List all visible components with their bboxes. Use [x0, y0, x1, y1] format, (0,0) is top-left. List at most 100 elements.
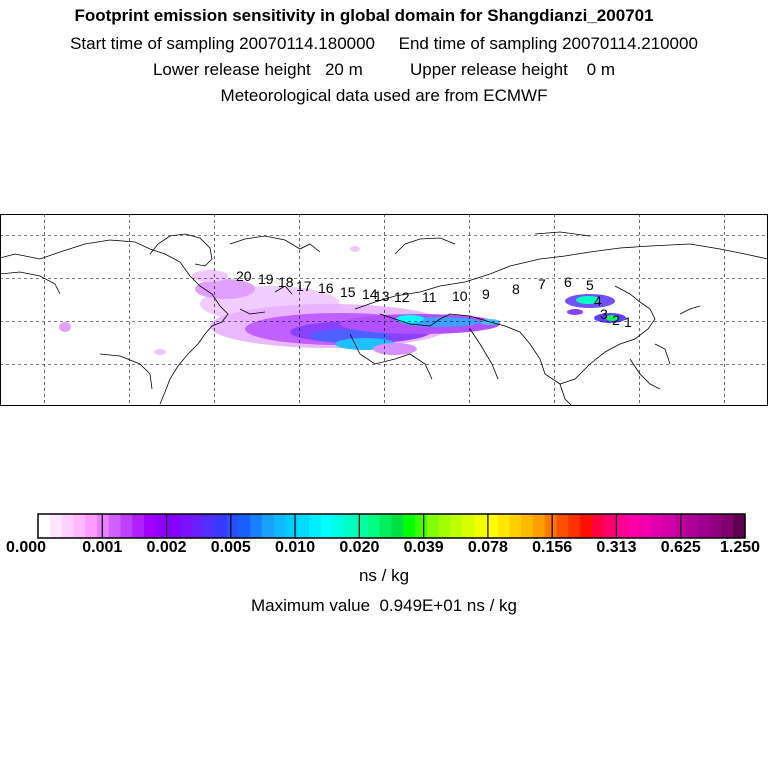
colorbar-cell [556, 514, 569, 538]
colorbar-cell [580, 514, 593, 538]
colorbar-tick-label: 0.010 [275, 539, 316, 556]
colorbar-tick-label: 0.020 [339, 539, 380, 556]
colorbar-unit: ns / kg [358, 566, 410, 585]
trajectory-label: 3 [600, 306, 608, 322]
colorbar-cell [120, 514, 133, 538]
colorbar-cell [509, 514, 522, 538]
trajectory-label: 9 [482, 286, 490, 302]
colorbar-tick-label: 0.078 [467, 539, 508, 556]
plot-title: Footprint emission sensitivity in global… [74, 6, 654, 25]
emission-plume [59, 246, 626, 355]
maximum-value-text: Maximum value 0.949E+01 ns / kg [251, 596, 517, 615]
colorbar-cell [415, 514, 428, 538]
trajectory-label: 1 [624, 314, 632, 330]
colorbar-cell [155, 514, 169, 538]
colorbar-tick-label: 1.250 [719, 539, 761, 556]
sampling-time-line: Start time of sampling 20070114.180000 E… [70, 34, 698, 53]
trajectory-label: 10 [452, 288, 468, 304]
meteorological-data-line: Meteorological data used are from ECMWF [220, 86, 548, 105]
colorbar-cell [721, 514, 734, 538]
colorbar-cell [108, 514, 122, 538]
colorbar-tick-label: 0.000 [5, 539, 47, 556]
colorbar-cell [627, 514, 640, 538]
colorbar-cell [367, 514, 381, 538]
colorbar-tick-label: 0.002 [146, 539, 187, 556]
trajectory-label: 6 [564, 274, 572, 290]
colorbar-cell [356, 514, 369, 538]
colorbar-cell [532, 514, 546, 538]
trajectory-label: 19 [258, 271, 274, 287]
trajectory-label: 16 [318, 280, 334, 296]
colorbar-cell [191, 514, 204, 538]
trajectory-label: 8 [512, 281, 520, 297]
colorbar-cell [391, 514, 404, 538]
colorbar-cell [214, 514, 228, 538]
colorbar-cell [250, 514, 263, 538]
colorbar-cell [521, 514, 534, 538]
colorbar-cell [297, 514, 310, 538]
colorbar-cell [450, 514, 463, 538]
trajectory-label: 7 [538, 276, 546, 292]
colorbar-cell [591, 514, 605, 538]
colorbar-cell [132, 514, 145, 538]
trajectory-label: 13 [374, 288, 390, 304]
colorbar-cell [697, 514, 711, 538]
colorbar-cell [202, 514, 216, 538]
colorbar-cell [462, 514, 475, 538]
colorbar-tick-label: 0.005 [210, 539, 251, 556]
colorbar-tick-label: 0.313 [596, 539, 637, 556]
trajectory-label: 18 [278, 274, 294, 290]
trajectory-label: 5 [586, 277, 594, 293]
colorbar-cell [615, 514, 628, 538]
colorbar-cell [709, 514, 723, 538]
colorbar-cell [285, 514, 298, 538]
colorbar-cell [662, 514, 675, 538]
colorbar-cell [273, 514, 287, 538]
coastlines [0, 231, 768, 406]
trajectory-label: 2 [612, 312, 620, 328]
colorbar-cell [238, 514, 251, 538]
colorbar-cell [485, 514, 499, 538]
colorbar-cell [426, 514, 440, 538]
colorbar-cell [686, 514, 699, 538]
colorbar-cell [144, 514, 157, 538]
colorbar-cell [332, 514, 345, 538]
lat-lon-grid [0, 214, 768, 406]
colorbar-cell [38, 514, 51, 538]
colorbar-cell [179, 514, 192, 538]
trajectory-label: 4 [594, 293, 602, 309]
colorbar-cell [73, 514, 86, 538]
colorbar-cell [403, 514, 416, 538]
colorbar-cell [603, 514, 616, 538]
trajectory-label: 17 [296, 278, 312, 294]
colorbar-cell [473, 514, 487, 538]
colorbar-cell [650, 514, 664, 538]
colorbar-tick-label: 0.039 [403, 539, 444, 556]
colorbar-cell [379, 514, 393, 538]
trajectory-label: 12 [394, 289, 410, 305]
trajectory-label: 15 [340, 284, 356, 300]
colorbar-cell [320, 514, 334, 538]
colorbar-cell [261, 514, 275, 538]
colorbar-tick-label: 0.001 [82, 539, 123, 556]
trajectory-label: 14 [362, 286, 378, 302]
trajectory-label: 11 [422, 289, 437, 305]
trajectory-label: 20 [236, 268, 252, 284]
colorbar-cell [344, 514, 357, 538]
colorbar-frame [37, 513, 746, 539]
colorbar-tick-label: 0.625 [660, 539, 701, 556]
colorbar-tick-label: 0.156 [532, 539, 573, 556]
colorbar-cell [167, 514, 180, 538]
colorbar-cell [96, 514, 110, 538]
colorbar-cell [49, 514, 63, 538]
colorbar-cell [638, 514, 652, 538]
colorbar-cell [733, 514, 746, 538]
colorbar-cell [568, 514, 581, 538]
colorbar [37, 513, 746, 539]
colorbar-cell [309, 514, 322, 538]
colorbar-cell [226, 514, 239, 538]
colorbar-cell [85, 514, 98, 538]
colorbar-cell [438, 514, 452, 538]
